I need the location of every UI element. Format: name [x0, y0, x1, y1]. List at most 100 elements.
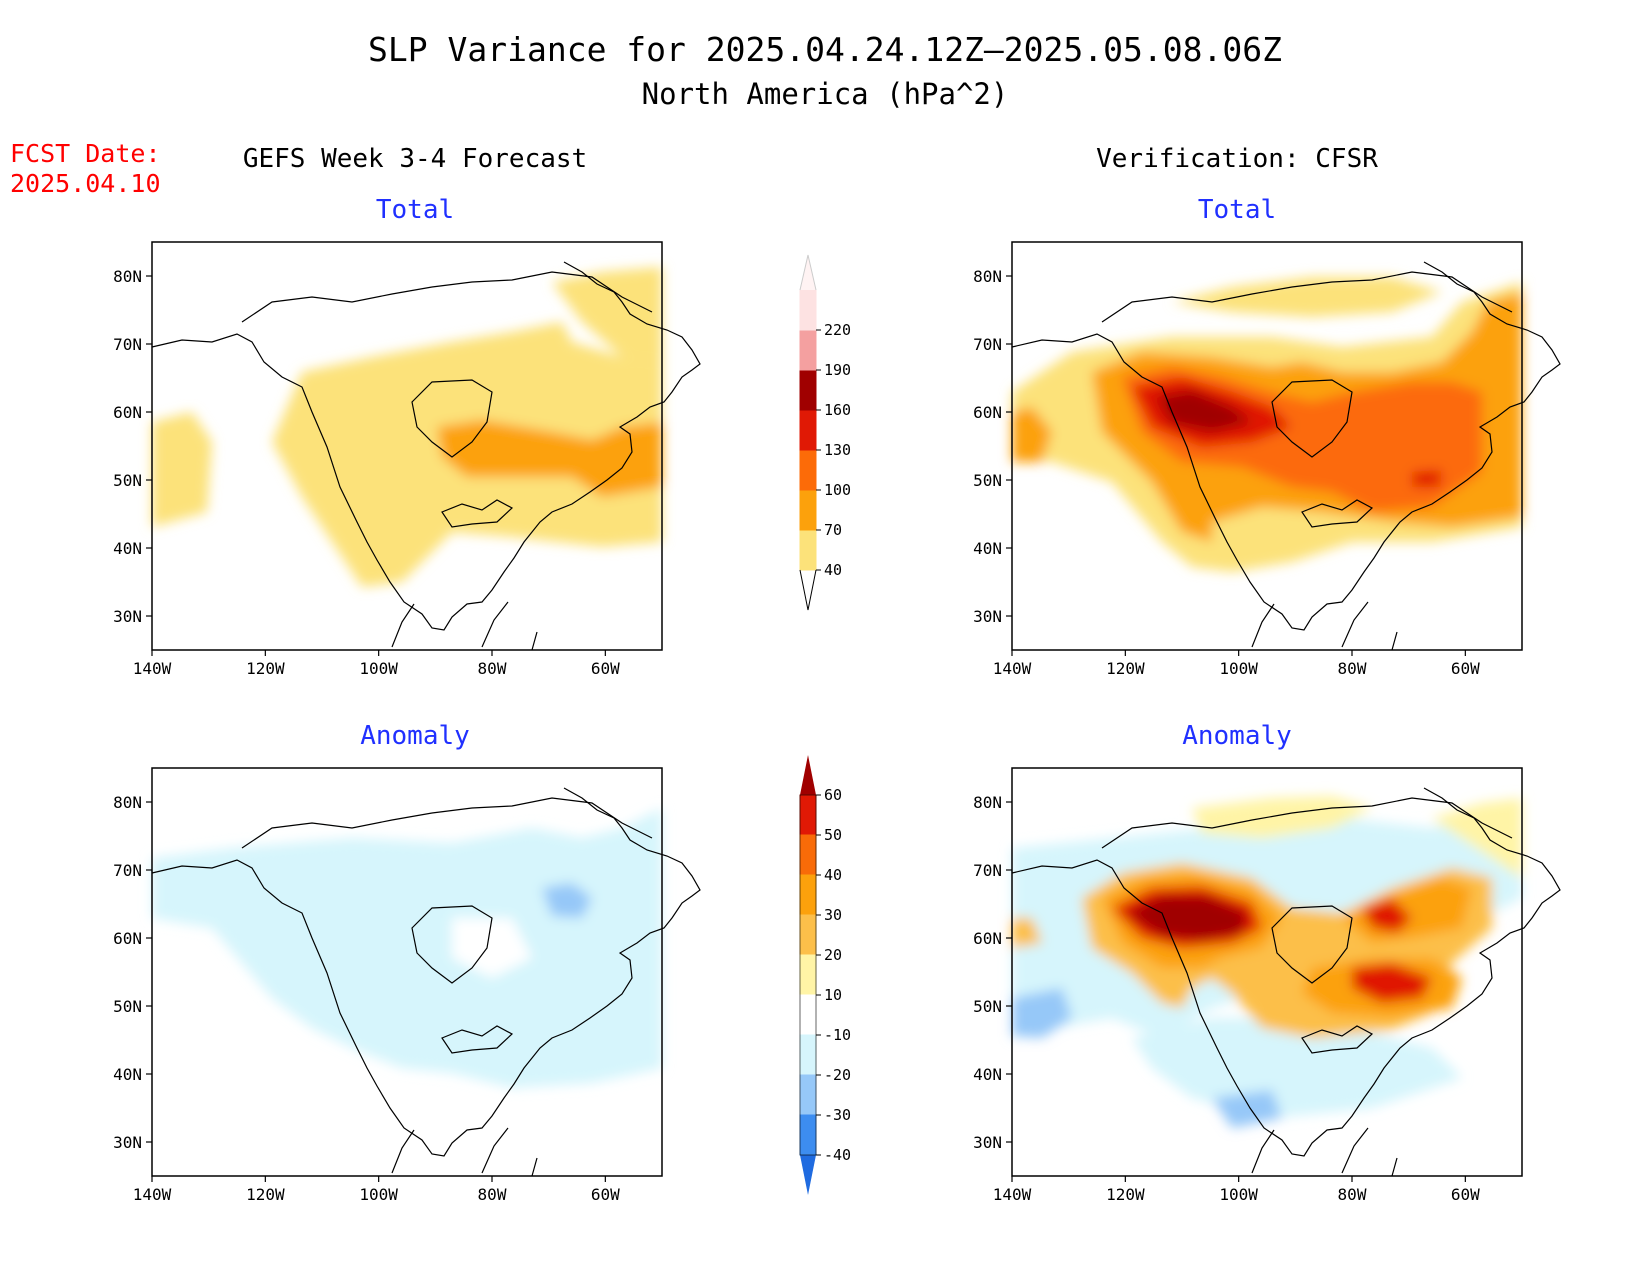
- colorbar-anomaly-label: 10: [824, 986, 842, 1004]
- lon-label: 60W: [1451, 1185, 1480, 1204]
- colorbar-anomaly-bin: [799, 874, 817, 916]
- colorbar-anomaly-bin: [799, 1034, 817, 1076]
- lat-label: 80N: [113, 267, 142, 286]
- colorbar-anomaly-label: 60: [824, 786, 842, 804]
- map-panel-cfsr-anomaly: [1012, 768, 1522, 1176]
- lat-label: 80N: [113, 793, 142, 812]
- map-frame: [151, 241, 663, 651]
- gulf-coast: [1251, 601, 1398, 651]
- lon-label: 140W: [133, 659, 172, 678]
- column-header-left: GEFS Week 3-4 Forecast: [243, 144, 587, 174]
- arctic-islands-coast: [1101, 271, 1513, 323]
- fcst-date-label: FCST Date:: [10, 139, 161, 168]
- lat-label: 80N: [973, 267, 1002, 286]
- lon-label: 80W: [1338, 1185, 1367, 1204]
- map-frame: [1011, 767, 1523, 1177]
- colorbar-total-bin: [799, 409, 817, 451]
- colorbar-total-label: 160: [824, 401, 851, 419]
- main-subtitle: North America (hPa^2): [642, 77, 1009, 111]
- map-panel-gefs-total: [152, 242, 662, 650]
- colorbar-anomaly-bin: [799, 1114, 817, 1156]
- lon-label: 120W: [246, 1185, 285, 1204]
- lat-label: 30N: [973, 607, 1002, 626]
- colorbar-anomaly-bin: [799, 794, 817, 836]
- lat-label: 40N: [973, 539, 1002, 558]
- colorbar-anomaly-label: -30: [824, 1106, 851, 1124]
- hudson-bay-coast: [411, 905, 493, 984]
- colorbar-total-bin: [799, 489, 817, 531]
- colorbar-anomaly-bin: [799, 834, 817, 876]
- great-lakes-coast: [1301, 499, 1374, 528]
- colorbar-total-bin: [799, 529, 817, 571]
- lat-label: 60N: [973, 403, 1002, 422]
- lat-label: 30N: [973, 1133, 1002, 1152]
- lat-label: 80N: [973, 793, 1002, 812]
- colorbar-total-top: [799, 254, 817, 291]
- great-lakes-coast: [441, 499, 514, 528]
- colorbar-total-bin: [799, 449, 817, 491]
- lon-label: 100W: [1219, 659, 1258, 678]
- lat-label: 30N: [113, 1133, 142, 1152]
- lat-label: 70N: [113, 861, 142, 880]
- colorbar-anomaly-bottom-arrow: [800, 1155, 816, 1195]
- lon-label: 100W: [359, 659, 398, 678]
- colorbar-anomaly-bin: [799, 1074, 817, 1116]
- colorbar-total-label: 100: [824, 481, 851, 499]
- lat-label: 40N: [113, 1065, 142, 1084]
- lon-label: 60W: [591, 1185, 620, 1204]
- lat-label: 50N: [973, 471, 1002, 490]
- colorbar-total-label: 190: [824, 361, 851, 379]
- lon-label: 120W: [1106, 659, 1145, 678]
- colorbar-total-label: 220: [824, 321, 851, 339]
- main-title: SLP Variance for 2025.04.24.12Z—2025.05.…: [368, 30, 1282, 69]
- lat-label: 40N: [973, 1065, 1002, 1084]
- map-panel-gefs-anomaly: [152, 768, 662, 1176]
- colorbar-total-end: [799, 569, 817, 611]
- lat-label: 50N: [973, 997, 1002, 1016]
- colorbar-total-label: 70: [824, 521, 842, 539]
- lon-label: 140W: [993, 1185, 1032, 1204]
- map-frame: [151, 767, 663, 1177]
- lat-label: 60N: [113, 929, 142, 948]
- map-overlay-cfsr-anomaly: 80N 70N 60N 50N 40N 30N 140W 120W 100W 80W 60W: [973, 767, 1561, 1204]
- colorbar-total-bin: [799, 289, 817, 331]
- column-header-right: Verification: CFSR: [1096, 144, 1378, 174]
- lon-label: 60W: [1451, 659, 1480, 678]
- colorbar-anomaly-bin: [799, 954, 817, 996]
- map-overlay-gefs-anomaly: 80N 70N 60N 50N 40N 30N 140W 120W 100W 80W 60W: [113, 767, 701, 1204]
- panel-title-cfsr-total: Total: [1198, 195, 1276, 225]
- colorbar-anomaly-label: 40: [824, 866, 842, 884]
- colorbar-anomaly-label: -10: [824, 1026, 851, 1044]
- colorbar-anomaly-frame: [799, 794, 817, 1156]
- arctic-islands-coast: [1101, 797, 1513, 849]
- lat-label: 60N: [973, 929, 1002, 948]
- lon-label: 140W: [993, 659, 1032, 678]
- lon-label: 80W: [478, 659, 507, 678]
- hudson-bay-coast: [1271, 379, 1353, 458]
- lat-label: 50N: [113, 471, 142, 490]
- map-overlay-gefs-total: 80N 70N 60N 50N 40N 30N 140W 120W 100W 80W 60W: [113, 241, 701, 678]
- colorbar-anomaly-label: 20: [824, 946, 842, 964]
- colorbar-total-bin: [799, 369, 817, 411]
- great-lakes-coast: [1301, 1025, 1374, 1054]
- colorbar-anomaly-bin: [799, 994, 817, 1036]
- map-frame: [1011, 241, 1523, 651]
- colorbar-total: 40 70 100 130 160 190 220: [799, 254, 851, 611]
- lon-label: 120W: [1106, 1185, 1145, 1204]
- colorbar-anomaly-bin: [799, 914, 817, 956]
- lat-label: 40N: [113, 539, 142, 558]
- panel-title-gefs-anomaly: Anomaly: [360, 721, 470, 751]
- lon-label: 100W: [359, 1185, 398, 1204]
- lat-label: 70N: [973, 335, 1002, 354]
- lat-label: 60N: [113, 403, 142, 422]
- arctic-islands-coast: [241, 797, 653, 849]
- panel-title-cfsr-anomaly: Anomaly: [1182, 721, 1292, 751]
- lon-label: 80W: [478, 1185, 507, 1204]
- lat-label: 70N: [973, 861, 1002, 880]
- colorbar-anomaly-label: -20: [824, 1066, 851, 1084]
- great-lakes-coast: [441, 1025, 514, 1054]
- colorbar-anomaly-label: 50: [824, 826, 842, 844]
- lat-label: 70N: [113, 335, 142, 354]
- gulf-coast: [1251, 1127, 1398, 1177]
